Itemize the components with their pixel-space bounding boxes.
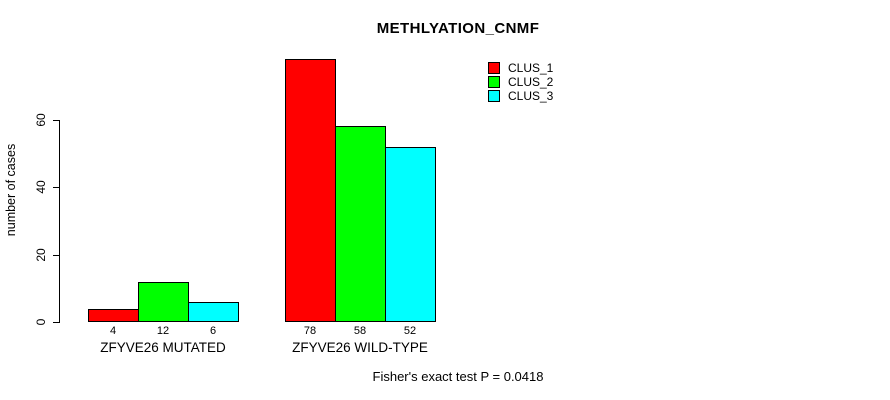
y-axis-tick — [53, 187, 59, 189]
bar-value-label: 6 — [209, 325, 217, 337]
y-axis-tick-label: 20 — [34, 247, 48, 262]
y-axis-line — [59, 119, 60, 323]
chart-title: METHLYATION_CNMF — [376, 20, 540, 37]
category-label: ZFYVE26 WILD-TYPE — [292, 340, 428, 355]
category-label: ZFYVE26 MUTATED — [100, 340, 226, 355]
y-axis-tick — [53, 254, 59, 256]
legend-swatch — [488, 76, 500, 88]
bar-value-label: 52 — [403, 325, 417, 337]
bar-clus_2-0 — [138, 282, 189, 322]
bar-value-label: 78 — [303, 325, 317, 337]
bar-clus_3-1 — [385, 147, 436, 322]
legend-label: CLUS_1 — [508, 61, 554, 75]
bar-clus_3-0 — [188, 302, 239, 322]
y-axis-tick — [53, 119, 59, 121]
legend-swatch — [488, 62, 500, 74]
legend-item-clus_3: CLUS_3 — [488, 89, 553, 103]
bar-value-label: 58 — [353, 325, 367, 337]
y-axis-tick — [53, 322, 59, 323]
bar-value-label: 4 — [109, 325, 117, 337]
y-axis-tick-label: 0 — [34, 318, 48, 326]
legend-item-clus_1: CLUS_1 — [488, 61, 553, 75]
y-axis-tick-label: 40 — [34, 180, 48, 194]
legend-label: CLUS_2 — [508, 75, 554, 89]
y-axis-label: number of cases — [4, 143, 18, 237]
bar-value-label: 12 — [156, 325, 170, 337]
bar-clus_2-1 — [335, 126, 386, 322]
legend-item-clus_2: CLUS_2 — [488, 75, 553, 89]
annotation-pvalue: Fisher's exact test P = 0.0418 — [372, 369, 544, 384]
y-axis-tick-label: 60 — [34, 113, 48, 127]
legend-swatch — [488, 90, 500, 102]
legend-label: CLUS_3 — [508, 89, 554, 103]
bar-clus_1-0 — [88, 309, 139, 322]
bar-clus_1-1 — [285, 59, 336, 322]
